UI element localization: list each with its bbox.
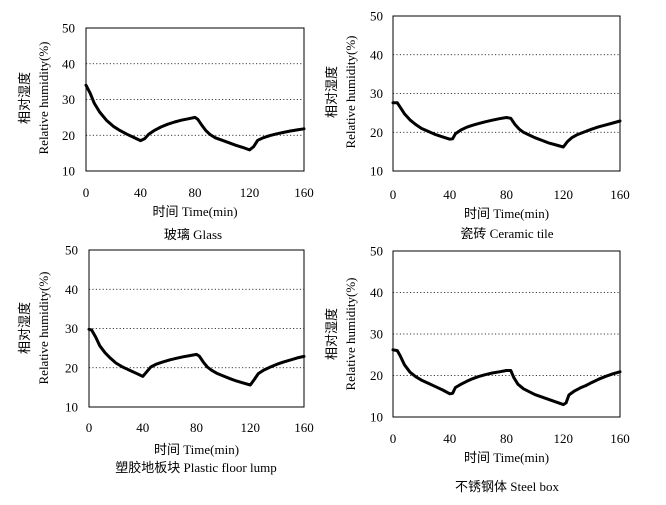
x-tick-label: 0 bbox=[390, 431, 397, 446]
y-tick-label: 50 bbox=[62, 21, 75, 36]
x-tick-label: 120 bbox=[554, 187, 574, 202]
chart-panel-2: 10 20 30 40 50 0 40 80 120 160 时间 Time(min) 相对湿度 Rel… bbox=[324, 9, 630, 242]
x-tick-label: 160 bbox=[610, 187, 630, 202]
chart-caption: 瓷砖 Ceramic tile bbox=[460, 226, 553, 241]
x-tick-label: 0 bbox=[390, 187, 397, 202]
x-tick-label: 80 bbox=[190, 420, 203, 435]
y-tick-label: 30 bbox=[370, 86, 383, 101]
y-tick-label: 40 bbox=[370, 47, 383, 62]
y-tick-label: 30 bbox=[370, 327, 383, 342]
y-tick-label: 10 bbox=[370, 164, 383, 179]
x-tick-label: 160 bbox=[294, 185, 314, 200]
y-tick-label: 40 bbox=[62, 56, 75, 71]
x-tick-label: 120 bbox=[240, 185, 260, 200]
x-axis-label: 时间 Time(min) bbox=[464, 206, 549, 221]
x-tick-label: 40 bbox=[134, 185, 147, 200]
series-line bbox=[87, 327, 306, 387]
x-tick-label: 0 bbox=[83, 185, 90, 200]
y-tick-label: 20 bbox=[62, 128, 75, 143]
y-axis-label-cn: 相对湿度 bbox=[324, 308, 339, 360]
y-axis-label-en: Relative humidity(%) bbox=[343, 277, 358, 390]
y-tick-label: 10 bbox=[65, 400, 78, 415]
x-tick-label: 40 bbox=[443, 431, 456, 446]
x-axis-label: 时间 Time(min) bbox=[154, 442, 239, 457]
y-tick-label: 30 bbox=[65, 321, 78, 336]
series-line bbox=[391, 348, 622, 407]
x-tick-label: 80 bbox=[189, 185, 202, 200]
y-tick-label: 20 bbox=[370, 368, 383, 383]
chart-panel-4: 10 20 30 40 50 0 40 80 120 160 时间 Time(min) 相对湿度 Rel… bbox=[324, 244, 630, 495]
plot-frame bbox=[392, 15, 621, 172]
x-tick-label: 0 bbox=[86, 420, 93, 435]
y-axis-label-en: Relative humidity(%) bbox=[343, 35, 358, 148]
chart-caption: 不锈钢体 Steel box bbox=[455, 479, 559, 494]
plot-frame bbox=[85, 27, 305, 172]
x-tick-label: 40 bbox=[136, 420, 149, 435]
plot-frame bbox=[392, 250, 621, 418]
y-axis-label-cn: 相对湿度 bbox=[17, 302, 32, 354]
chart-panel-1: 10 20 30 40 50 0 40 80 120 160 时间 Time(min) 相对湿度 Rel… bbox=[17, 21, 314, 243]
chart-caption: 玻璃 Glass bbox=[164, 227, 222, 242]
x-tick-label: 40 bbox=[443, 187, 456, 202]
y-tick-label: 20 bbox=[370, 125, 383, 140]
plot-frame bbox=[88, 249, 305, 408]
x-tick-label: 160 bbox=[294, 420, 314, 435]
series-line bbox=[391, 101, 622, 149]
y-tick-label: 10 bbox=[370, 410, 383, 425]
x-tick-label: 120 bbox=[241, 420, 261, 435]
x-tick-label: 120 bbox=[554, 431, 574, 446]
y-axis-label-cn: 相对湿度 bbox=[17, 72, 32, 124]
series-line bbox=[84, 83, 306, 152]
y-tick-label: 30 bbox=[62, 92, 75, 107]
x-tick-label: 80 bbox=[500, 187, 513, 202]
y-tick-label: 20 bbox=[65, 360, 78, 375]
y-tick-label: 10 bbox=[62, 164, 75, 179]
y-tick-label: 50 bbox=[370, 9, 383, 24]
x-axis-label: 时间 Time(min) bbox=[464, 450, 549, 465]
x-axis-label: 时间 Time(min) bbox=[152, 204, 237, 219]
y-tick-label: 50 bbox=[370, 244, 383, 259]
chart-panel-3: 10 20 30 40 50 0 40 80 120 160 时间 Time(min) 相对湿度 Rel… bbox=[17, 243, 314, 476]
x-tick-label: 160 bbox=[610, 431, 630, 446]
y-axis-label-cn: 相对湿度 bbox=[324, 66, 339, 118]
chart-caption: 塑胶地板块 Plastic floor lump bbox=[115, 460, 276, 475]
y-tick-label: 40 bbox=[65, 282, 78, 297]
y-axis-label-en: Relative humidity(%) bbox=[36, 41, 51, 154]
x-tick-label: 80 bbox=[500, 431, 513, 446]
y-tick-label: 40 bbox=[370, 285, 383, 300]
y-axis-label-en: Relative humidity(%) bbox=[36, 271, 51, 384]
y-tick-label: 50 bbox=[65, 243, 78, 258]
